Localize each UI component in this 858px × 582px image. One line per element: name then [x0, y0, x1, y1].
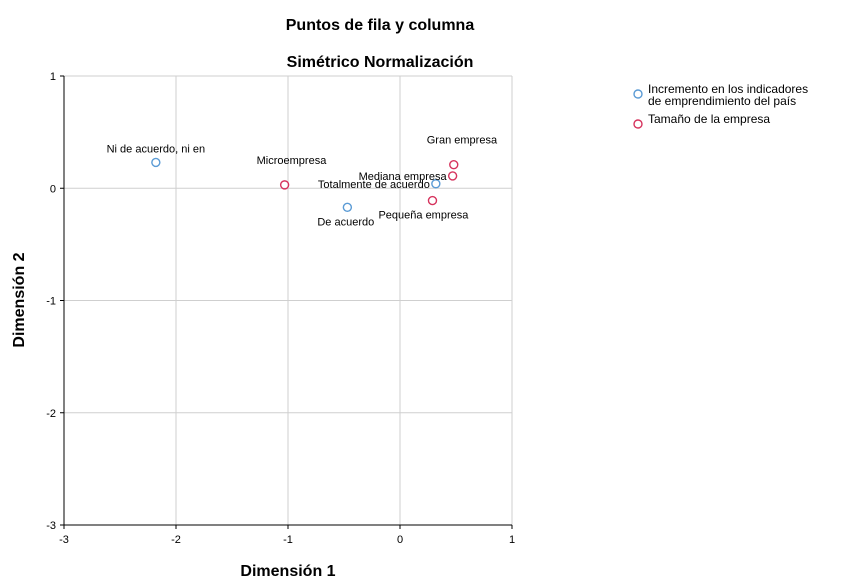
- chart-title: Puntos de fila y columna: [286, 17, 475, 34]
- y-tick-labels: -3 -2 -1 0 1: [46, 71, 64, 532]
- y-tick-label: -1: [46, 296, 56, 308]
- data-point-marker: [151, 157, 161, 168]
- data-point-marker: [447, 171, 458, 181]
- data-point-label: Gran empresa: [427, 135, 498, 147]
- y-tick-label: -2: [46, 408, 56, 420]
- legend-marker: [633, 119, 643, 129]
- x-tick-label: -3: [59, 534, 69, 546]
- data-point-label: De acuerdo: [317, 216, 374, 228]
- data-point-label: Microempresa: [257, 155, 328, 167]
- y-axis-title: Dimensión 2: [11, 252, 28, 347]
- legend-label: Tamaño de la empresa: [648, 112, 770, 126]
- legend-label: de emprendimiento del país: [648, 94, 796, 108]
- data-point-marker: [449, 159, 459, 170]
- y-tick-label: 0: [50, 183, 56, 195]
- data-point-label: Ni de acuerdo, ni en: [107, 143, 205, 155]
- y-tick-label: 1: [50, 71, 56, 83]
- x-tick-label: -1: [283, 534, 293, 546]
- x-tick-label: 1: [509, 534, 515, 546]
- legend-label: Incremento en los indicadores: [648, 82, 808, 96]
- data-point-marker: [342, 202, 353, 213]
- data-point-marker: [279, 180, 290, 190]
- y-tick-label: -3: [46, 520, 56, 532]
- x-tick-label: 0: [397, 534, 403, 546]
- x-axis-title: Dimensión 1: [240, 563, 335, 580]
- data-point-label: Pequeña empresa: [378, 210, 469, 222]
- x-tick-label: -2: [171, 534, 181, 546]
- grid-lines: [64, 75, 513, 525]
- data-points: Ni de acuerdo, ni en De acuerdo Totalmente…: [107, 135, 498, 229]
- legend-marker: [633, 89, 643, 99]
- data-point-marker: [431, 179, 441, 189]
- x-tick-labels: -3 -2 -1 0 1: [59, 525, 515, 546]
- data-point-marker: [427, 195, 438, 206]
- chart-subtitle: Simétrico Normalización: [287, 54, 474, 71]
- data-point-label: Totalmente de acuerdo: [318, 179, 430, 191]
- data-point-label: Mediana empresa: [359, 171, 448, 183]
